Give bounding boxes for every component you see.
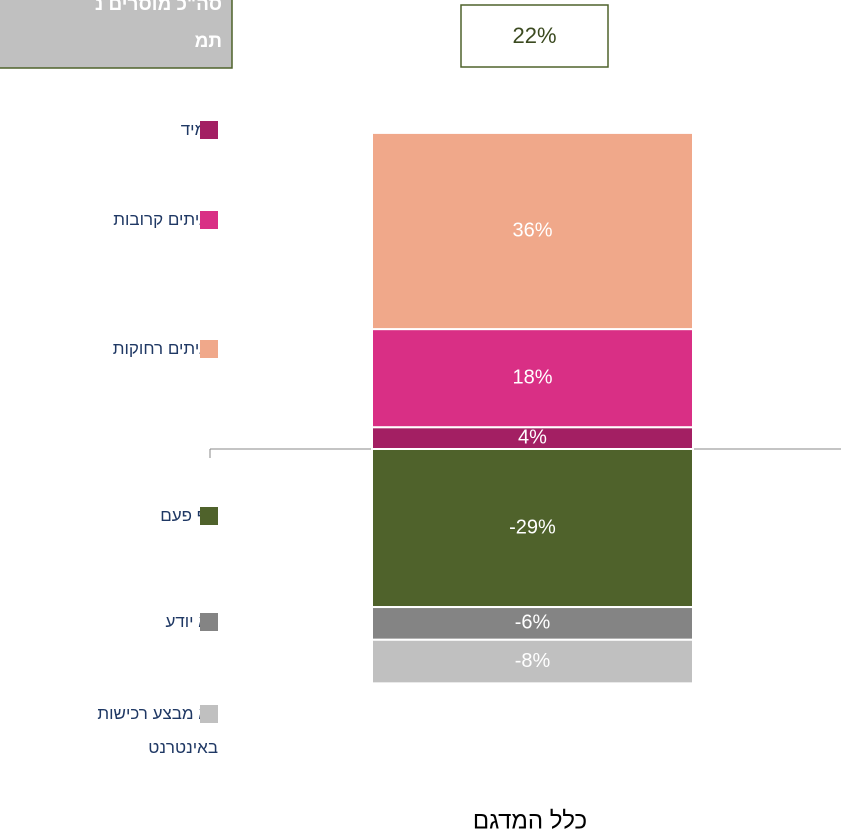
data-label: 4% (518, 426, 547, 448)
legend-label: תמיד (18, 113, 218, 147)
legend-swatch (200, 121, 218, 139)
title-line: סה"כ מוסרים נ (95, 0, 222, 15)
legend-label: לא יודע (165, 612, 218, 631)
bar-segment (371, 638, 694, 685)
data-label: -8% (515, 650, 551, 672)
data-label: -29% (509, 516, 556, 538)
bar-segment (371, 131, 694, 331)
bar-segment (371, 448, 694, 609)
legend-label: לעיתים קרובות (113, 210, 218, 229)
legend-swatch (200, 507, 218, 525)
legend-swatch (200, 613, 218, 631)
legend-swatch (200, 340, 218, 358)
x-tick-label: כלל המדגם (473, 807, 587, 834)
bar-segment (371, 606, 694, 641)
legend-label: אף פעם (160, 506, 218, 525)
annotation: 22% (512, 23, 556, 48)
title-box (0, 0, 233, 69)
legend-label: לא מבצע רכישות באינטרנט (97, 704, 218, 757)
legend-swatch (200, 705, 218, 723)
legend-label: לעיתים רחוקות (112, 339, 218, 358)
data-label: 18% (512, 366, 552, 388)
title-line: תמ (194, 31, 222, 52)
legend-swatch (200, 211, 218, 229)
data-label: 36% (512, 219, 552, 241)
data-label: -6% (515, 612, 551, 634)
annotation-box (460, 4, 609, 68)
